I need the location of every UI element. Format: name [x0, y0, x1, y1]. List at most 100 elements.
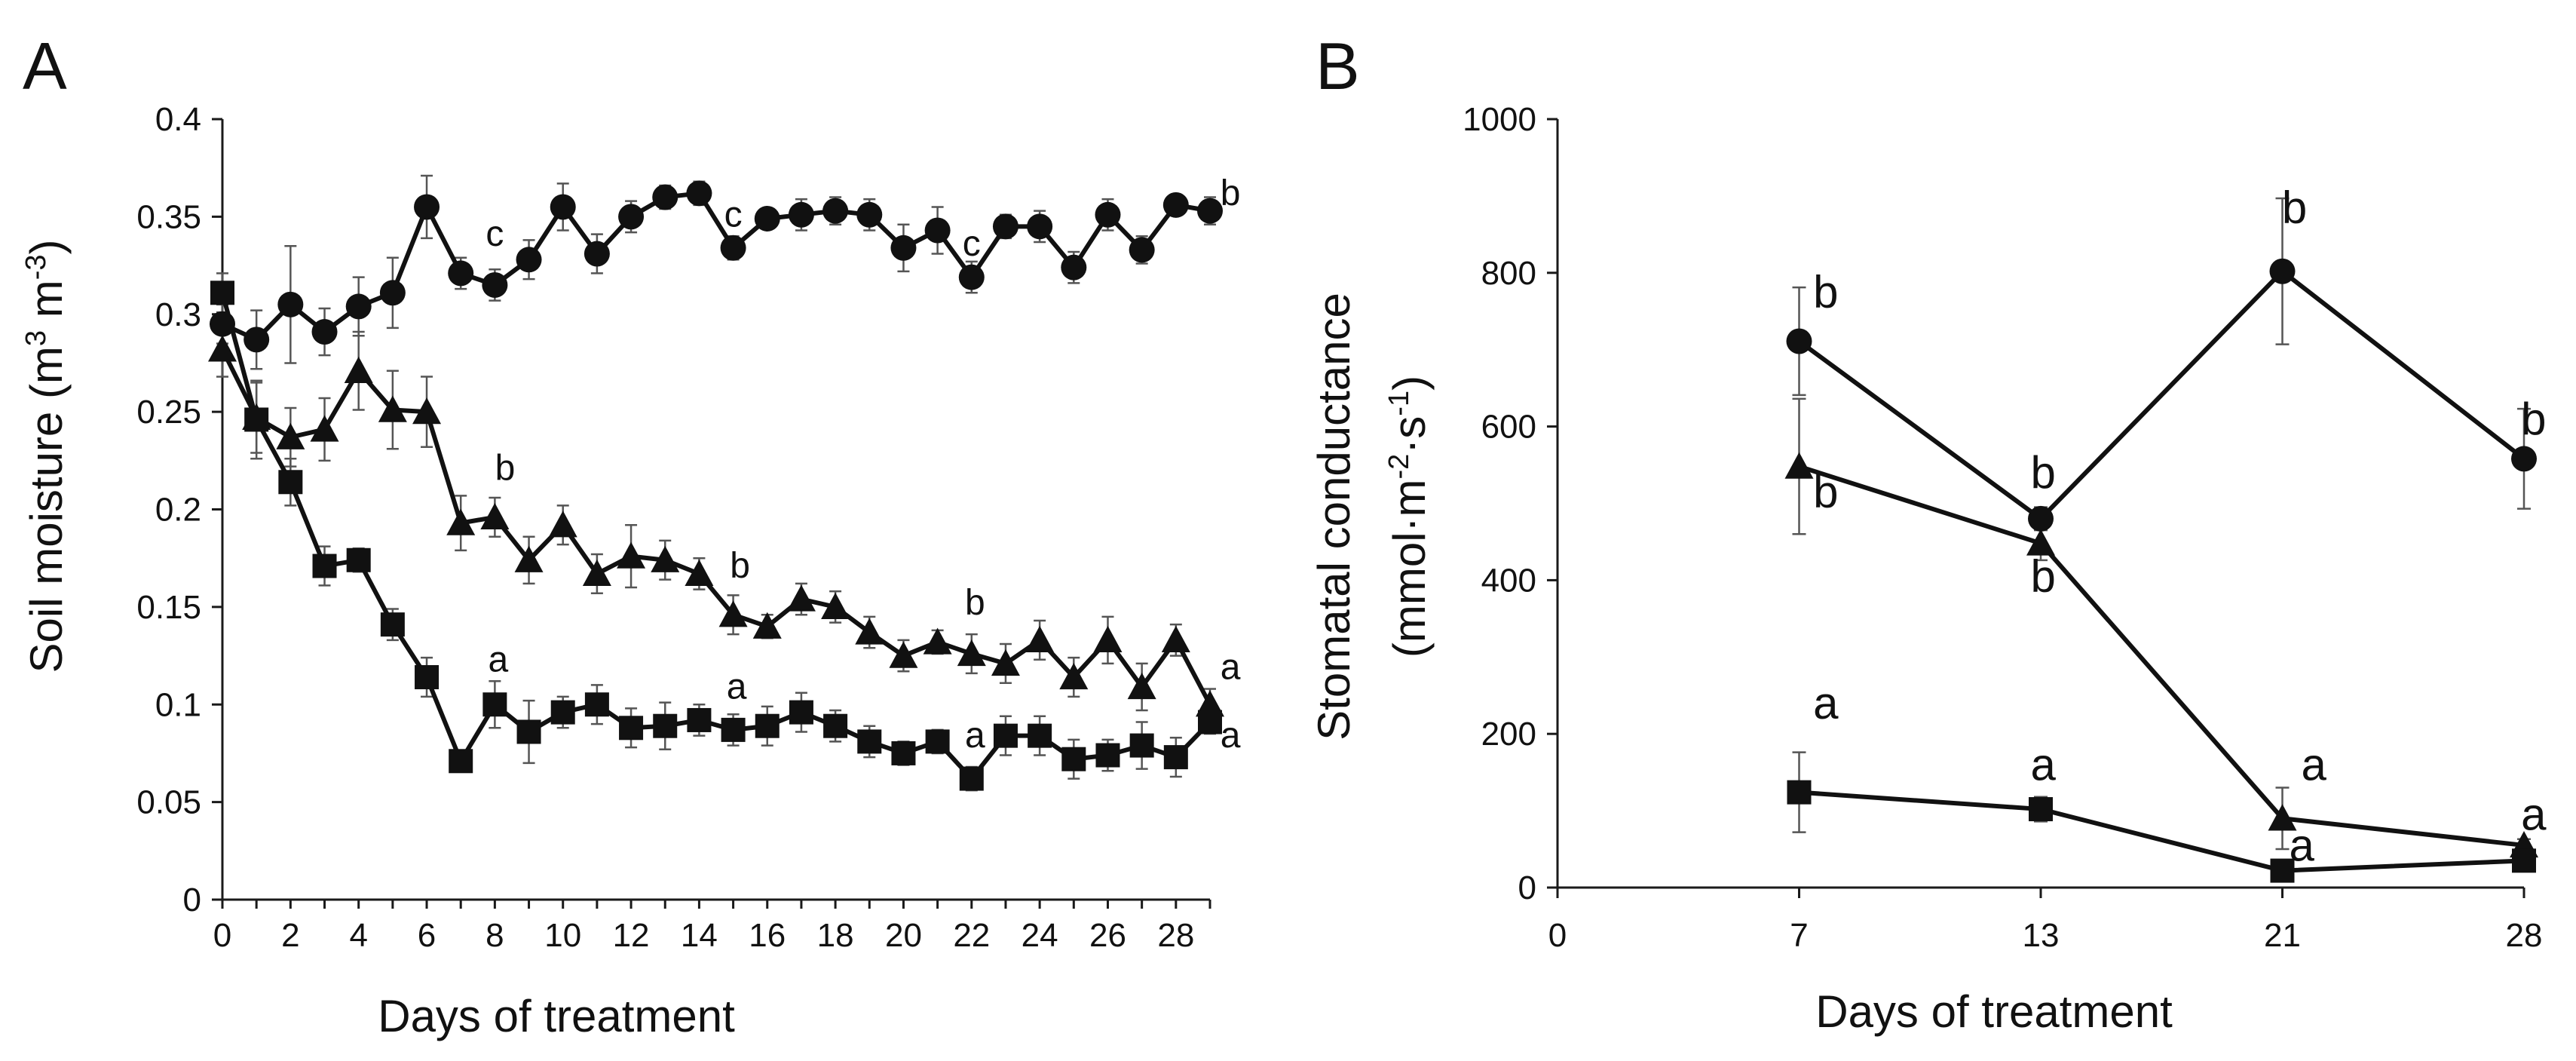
panel-a-triangle-point: [310, 415, 339, 442]
panel-a-square-point: [1163, 745, 1188, 770]
panel-b-y-tick-label: 400: [1481, 562, 1536, 599]
panel-a-circle-point: [1095, 201, 1121, 228]
panel-a-triangle-point: [344, 356, 373, 383]
panel-a-circle-point: [482, 271, 508, 298]
panel-a-square-point: [721, 717, 746, 742]
panel-a-circle-point: [992, 213, 1018, 240]
panel-b-y-tick-label: 600: [1481, 409, 1536, 446]
panel-a-y-tick-label: 0.05: [136, 784, 201, 821]
panel-b-significance-letter: b: [2521, 394, 2546, 444]
panel-a-circle-point: [1162, 192, 1189, 218]
panel-a-circle-point: [379, 280, 406, 306]
panel-a-triangle-point: [685, 559, 714, 587]
panel-b-x-tick-label: 0: [1548, 917, 1567, 954]
panel-a-significance-letter: b: [730, 546, 750, 586]
panel-a-square-point: [823, 713, 848, 738]
panel-b-ylabel-part3: ): [1384, 376, 1435, 391]
panel-a-y-tick-label: 0.35: [136, 198, 201, 235]
panel-a-triangle-point: [889, 641, 918, 668]
panel-a-significance-letter: b: [965, 583, 985, 623]
panel-a-x-axis-title: Days of treatment: [378, 991, 735, 1041]
panel-a-circle-point: [686, 180, 712, 207]
panel-a-triangle-point: [446, 508, 476, 535]
panel-b-square-point: [2512, 848, 2536, 873]
panel-b-markers: [1784, 258, 2538, 883]
panel-b-x-axis-title: Days of treatment: [1815, 986, 2173, 1037]
panel-a-square-point: [755, 713, 780, 738]
panel-b-triangle-line: [1798, 464, 2525, 848]
panel-a-circle-point: [958, 264, 985, 290]
panel-b-circle-point: [2028, 505, 2054, 532]
panel-a-square-point: [584, 692, 609, 717]
panel-a-series-lines: [220, 191, 1212, 781]
panel-b-ylabel-part1: (mmol·m: [1384, 479, 1435, 658]
panel-a-x-tick-label: 20: [885, 917, 922, 954]
panel-a-circle-point: [856, 201, 883, 228]
panel-b-ylabel-part2: ·s: [1384, 416, 1435, 454]
panel-a-triangle-point: [1127, 672, 1156, 700]
panel-a-x-tick-label: 22: [953, 917, 990, 954]
panel-b-square-point: [1787, 780, 1812, 805]
panel-b-y-axis-title-line2: (mmol·m-2·s-1): [1383, 376, 1435, 658]
panel-a-significance-letter: c: [724, 195, 743, 235]
panel-b-ylabel-sup2: -1: [1383, 391, 1415, 416]
panel-a-x-tick-label: 0: [213, 917, 231, 954]
panel-b-significance-letter: a: [2301, 739, 2326, 790]
panel-a-triangle-point: [412, 397, 442, 425]
panel-a-square-point: [449, 749, 473, 774]
panel-a-triangle-point: [617, 541, 646, 569]
panel-b-significance-letter: b: [2031, 551, 2056, 602]
panel-a-x-tick-label: 12: [613, 917, 650, 954]
panel-a: A 00.050.10.150.20.250.30.350.40 2 4 6 8 10 12…: [20, 29, 1241, 1041]
panel-b-significance-letter: b: [2282, 182, 2307, 233]
panel-b-circle-line: [1797, 268, 2525, 521]
panel-a-triangle-point: [752, 612, 782, 639]
panel-a-square-point: [380, 612, 405, 637]
panel-b-x-tick-label: 21: [2264, 917, 2301, 954]
panel-a-triangle-point: [480, 502, 510, 529]
panel-a-significance-letter: c: [485, 214, 504, 254]
panel-a-x-tick-label: 24: [1022, 917, 1058, 954]
panel-a-triangle-point: [991, 649, 1020, 676]
panel-a-markers: [208, 180, 1224, 791]
panel-a-circle-point: [244, 327, 270, 353]
panel-b-x-tick-label: 28: [2506, 917, 2543, 954]
panel-a-circle-point: [652, 184, 678, 210]
panel-a-circle-point: [448, 260, 474, 287]
panel-a-significance-letter: c: [963, 224, 981, 264]
panel-b-x-tick-label: 7: [1790, 917, 1808, 954]
panel-a-circle-point: [1129, 237, 1155, 263]
panel-a-triangle-point: [208, 335, 237, 362]
panel-a-significance-letter: a: [1221, 716, 1241, 756]
panel-b-y-axis-title-line1: Stomatal conductance: [1309, 293, 1359, 741]
panel-a-square-line: [220, 292, 1212, 781]
panel-a-triangle-point: [957, 639, 986, 667]
panel-a-circle-point: [277, 291, 304, 317]
panel-a-axes: 00.050.10.150.20.250.30.350.40 2 4 6 8 10 12 14…: [136, 101, 1211, 954]
panel-a-square-point: [653, 713, 678, 738]
panel-a-square-point: [687, 707, 712, 732]
panel-a-triangle-point: [821, 592, 850, 620]
panel-a-significance-letter: b: [1221, 173, 1241, 213]
panel-a-y-tick-label: 0: [183, 882, 201, 918]
panel-a-square-point: [993, 723, 1018, 748]
panel-a-square-point: [1095, 743, 1120, 768]
panel-a-circle-point: [720, 235, 746, 261]
panel-a-x-tick-label: 14: [681, 917, 718, 954]
panel-a-square-point: [959, 766, 984, 791]
panel-a-y-tick-label: 0.15: [136, 589, 201, 626]
panel-a-x-tick-label: 10: [544, 917, 581, 954]
panel-a-triangle-point: [582, 559, 611, 587]
panel-a-square-point: [1028, 723, 1052, 748]
panel-a-triangle-point: [1025, 625, 1055, 653]
panel-b-triangle-point: [1784, 452, 1814, 479]
panel-a-square-point: [346, 547, 371, 572]
panel-a-triangle-point: [855, 618, 884, 645]
panel-a-circle-point: [1061, 254, 1087, 281]
panel-b-triangle-point: [2268, 804, 2297, 831]
panel-a-ylabel-part1: Soil moisture (m: [21, 346, 72, 673]
panel-a-y-tick-label: 0.2: [155, 492, 201, 529]
panel-a-ylabel-part3: ): [21, 240, 72, 255]
